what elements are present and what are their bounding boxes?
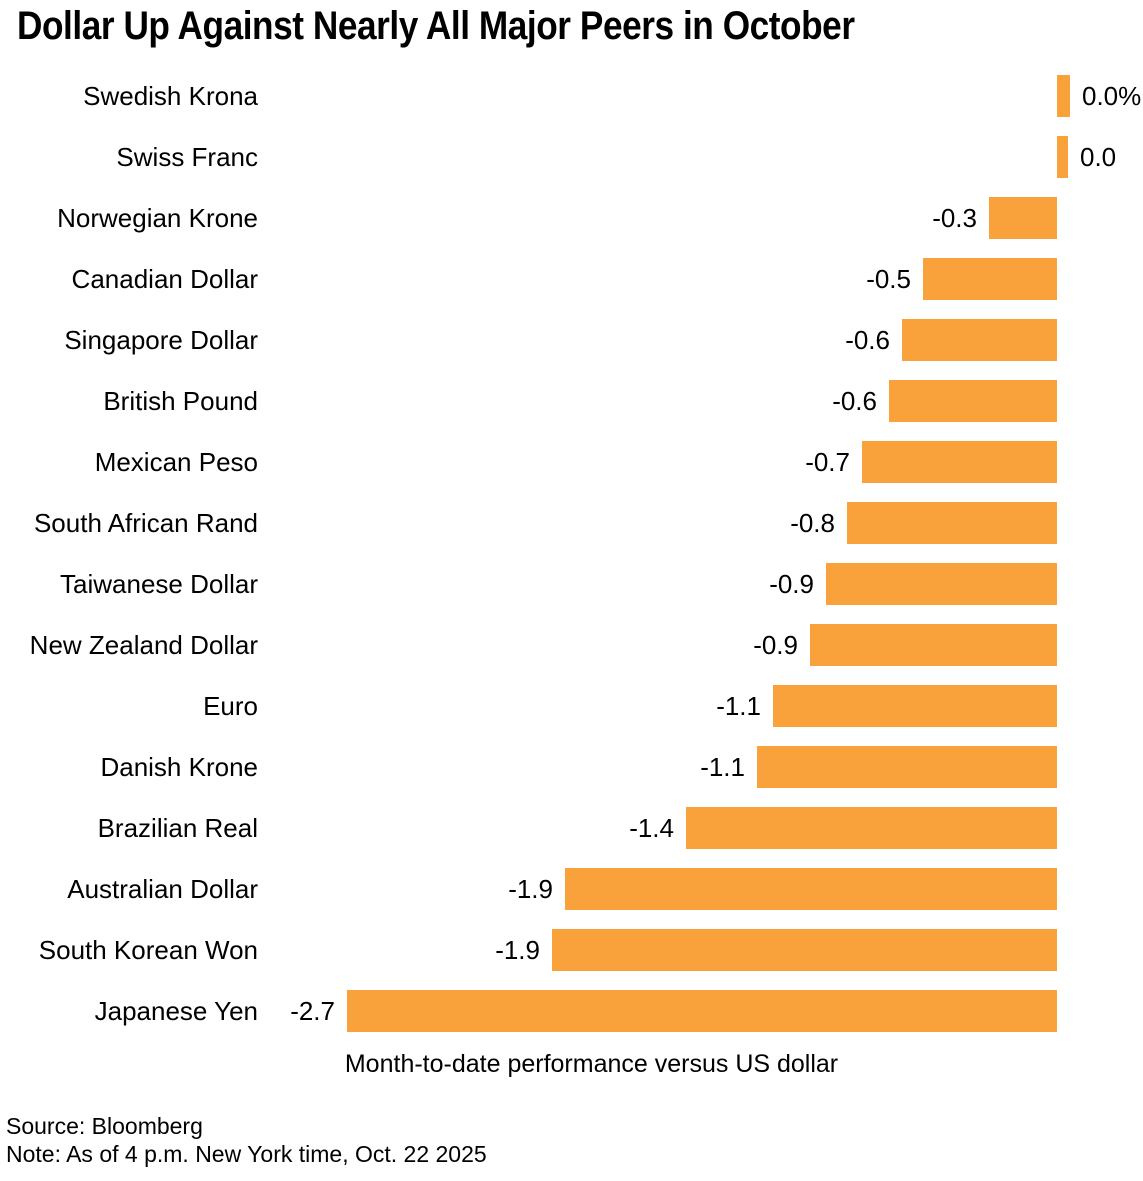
bar <box>773 685 1057 727</box>
chart-row: Taiwanese Dollar -0.9 <box>0 554 1143 615</box>
source-line: Source: Bloomberg <box>6 1113 203 1139</box>
category-label: Australian Dollar <box>67 874 258 904</box>
bar <box>686 807 1057 849</box>
bar <box>347 990 1057 1032</box>
value-label: -2.7 <box>290 996 335 1026</box>
chart-row: Japanese Yen -2.7 <box>0 981 1143 1042</box>
bar <box>810 624 1057 666</box>
x-axis-caption: Month-to-date performance versus US doll… <box>344 1050 839 1078</box>
chart-row: Brazilian Real -1.4 <box>0 798 1143 859</box>
bar <box>565 868 1057 910</box>
value-label: -1.4 <box>629 813 674 843</box>
bar-chart: Swedish Krona 0.0% Swiss Franc 0.0 Norwegian… <box>0 66 1143 1042</box>
chart-row: Danish Krone -1.1 <box>0 737 1143 798</box>
value-label: 0.0% <box>1082 81 1142 111</box>
category-label: Canadian Dollar <box>71 264 258 294</box>
category-label: Singapore Dollar <box>64 325 258 355</box>
bar <box>552 929 1057 971</box>
chart-row: New Zealand Dollar -0.9 <box>0 615 1143 676</box>
bar <box>862 441 1057 483</box>
value-label: -0.9 <box>753 630 798 660</box>
value-label: -0.9 <box>769 569 814 599</box>
bar <box>902 319 1057 361</box>
bar <box>923 258 1057 300</box>
category-label: Taiwanese Dollar <box>60 569 258 599</box>
category-label: British Pound <box>103 386 258 416</box>
value-label: -0.5 <box>866 264 911 294</box>
chart-row: Norwegian Krone -0.3 <box>0 188 1143 249</box>
category-label: Swedish Krona <box>83 81 258 111</box>
value-label: -0.7 <box>805 447 850 477</box>
value-label: -1.9 <box>495 935 540 965</box>
bar <box>989 197 1057 239</box>
value-label: -1.1 <box>700 752 745 782</box>
chart-row: British Pound -0.6 <box>0 371 1143 432</box>
bar <box>826 563 1057 605</box>
category-label: South African Rand <box>33 508 258 538</box>
category-label: Brazilian Real <box>97 813 258 843</box>
category-label: South Korean Won <box>38 935 258 965</box>
chart-row: Swedish Krona 0.0% <box>0 66 1143 127</box>
bar <box>1057 75 1070 117</box>
category-label: Japanese Yen <box>94 996 258 1026</box>
value-label: -1.1 <box>716 691 761 721</box>
bar <box>889 380 1057 422</box>
value-label: -0.3 <box>932 203 977 233</box>
value-label: -0.6 <box>832 386 877 416</box>
bar <box>847 502 1057 544</box>
category-label: Danish Krone <box>100 752 258 782</box>
value-label: 0.0 <box>1080 142 1117 172</box>
category-label: Swiss Franc <box>116 142 258 172</box>
note-line: Note: As of 4 p.m. New York time, Oct. 2… <box>6 1141 487 1167</box>
chart-row: South Korean Won -1.9 <box>0 920 1143 981</box>
bar <box>1057 136 1068 178</box>
chart-row: Mexican Peso -0.7 <box>0 432 1143 493</box>
chart-row: Australian Dollar -1.9 <box>0 859 1143 920</box>
category-label: Norwegian Krone <box>57 203 258 233</box>
chart-row: Swiss Franc 0.0 <box>0 127 1143 188</box>
chart-row: Singapore Dollar -0.6 <box>0 310 1143 371</box>
category-label: Mexican Peso <box>94 447 258 477</box>
chart-row: Canadian Dollar -0.5 <box>0 249 1143 310</box>
category-label: New Zealand Dollar <box>29 630 258 660</box>
value-label: -0.6 <box>845 325 890 355</box>
chart-footer: Source: Bloomberg Note: As of 4 p.m. New… <box>6 1112 487 1168</box>
chart-row: Euro -1.1 <box>0 676 1143 737</box>
bar <box>757 746 1057 788</box>
value-label: -0.8 <box>790 508 835 538</box>
chart-title: Dollar Up Against Nearly All Major Peers… <box>17 4 855 48</box>
chart-row: South African Rand -0.8 <box>0 493 1143 554</box>
category-label: Euro <box>203 691 258 721</box>
value-label: -1.9 <box>508 874 553 904</box>
